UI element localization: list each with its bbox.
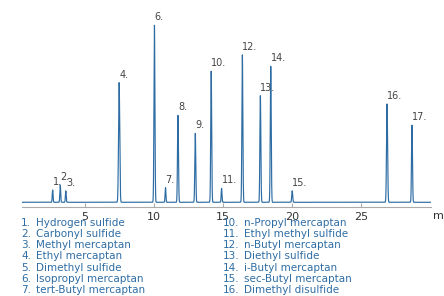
Text: 12.: 12. [242, 42, 258, 52]
Text: 14.: 14. [271, 53, 286, 63]
Text: Ethyl mercaptan: Ethyl mercaptan [36, 251, 122, 261]
Text: Methyl mercaptan: Methyl mercaptan [36, 240, 131, 250]
Text: Diethyl sulfide: Diethyl sulfide [244, 251, 320, 261]
Text: min: min [433, 211, 444, 221]
Text: Ethyl methyl sulfide: Ethyl methyl sulfide [244, 229, 349, 239]
Text: 12.: 12. [223, 240, 240, 250]
Text: 2.: 2. [21, 229, 31, 239]
Text: 13.: 13. [260, 83, 276, 93]
Text: n-Butyl mercaptan: n-Butyl mercaptan [244, 240, 341, 250]
Text: 15.: 15. [292, 178, 308, 188]
Text: 2.: 2. [60, 172, 70, 182]
Text: Dimethyl sulfide: Dimethyl sulfide [36, 263, 121, 273]
Text: 13.: 13. [223, 251, 240, 261]
Text: 10.: 10. [211, 58, 226, 68]
Text: 9.: 9. [195, 120, 204, 131]
Text: 4.: 4. [21, 251, 31, 261]
Text: Hydrogen sulfide: Hydrogen sulfide [36, 218, 124, 228]
Text: 7.: 7. [166, 175, 175, 185]
Text: 3.: 3. [66, 178, 75, 188]
Text: i-Butyl mercaptan: i-Butyl mercaptan [244, 263, 337, 273]
Text: 11.: 11. [222, 176, 237, 185]
Text: tert-Butyl mercaptan: tert-Butyl mercaptan [36, 285, 145, 295]
Text: 17.: 17. [412, 112, 428, 122]
Text: 7.: 7. [21, 285, 31, 295]
Text: 6.: 6. [155, 12, 163, 22]
Text: 10.: 10. [223, 218, 240, 228]
Text: 1.: 1. [21, 218, 31, 228]
Text: 16.: 16. [387, 91, 402, 101]
Text: 11.: 11. [223, 229, 240, 239]
Text: Isopropyl mercaptan: Isopropyl mercaptan [36, 274, 143, 284]
Text: sec-Butyl mercaptan: sec-Butyl mercaptan [244, 274, 352, 284]
Text: Carbonyl sulfide: Carbonyl sulfide [36, 229, 120, 239]
Text: 15.: 15. [223, 274, 240, 284]
Text: 1.: 1. [53, 177, 62, 187]
Text: n-Propyl mercaptan: n-Propyl mercaptan [244, 218, 347, 228]
Text: 4.: 4. [119, 70, 128, 80]
Text: 14.: 14. [223, 263, 240, 273]
Text: 3.: 3. [21, 240, 31, 250]
Text: 8.: 8. [178, 102, 187, 112]
Text: 16.: 16. [223, 285, 240, 295]
Text: 6.: 6. [21, 274, 31, 284]
Text: 5.: 5. [21, 263, 31, 273]
Text: Dimethyl disulfide: Dimethyl disulfide [244, 285, 339, 295]
